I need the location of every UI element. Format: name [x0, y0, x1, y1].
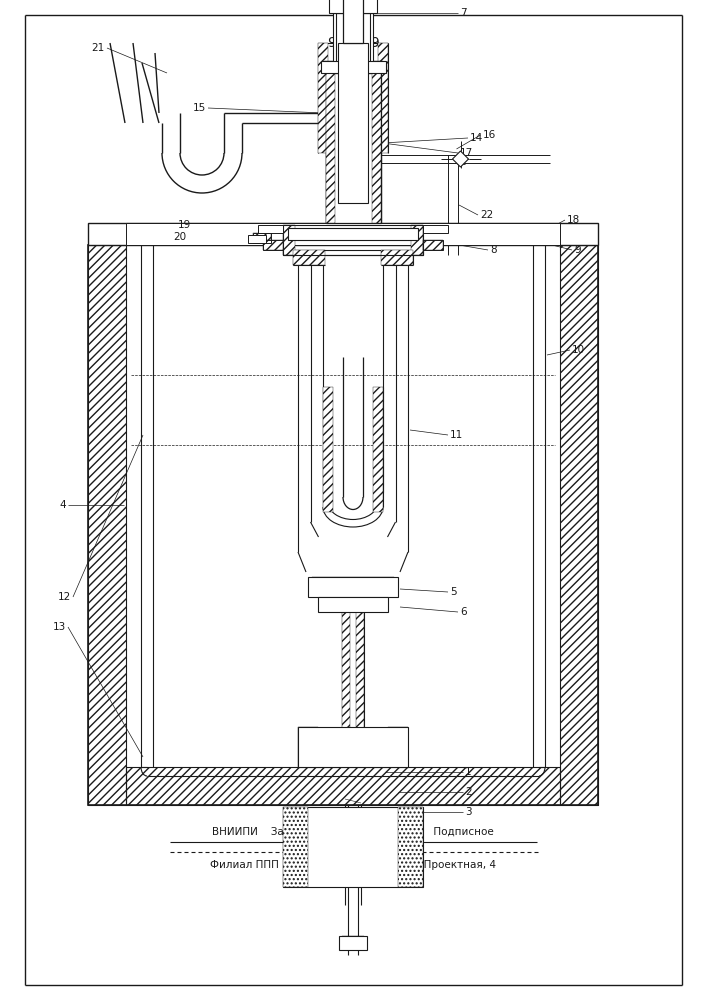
Text: 10: 10 — [572, 345, 585, 355]
Bar — [333, 13, 373, 63]
Text: 21: 21 — [92, 43, 105, 53]
Bar — [318, 597, 388, 612]
Text: 16: 16 — [482, 130, 496, 140]
Bar — [263, 240, 283, 250]
Bar — [293, 250, 325, 265]
Text: 14: 14 — [470, 133, 484, 143]
Bar — [88, 245, 126, 805]
Bar — [356, 597, 364, 767]
Bar — [560, 245, 598, 805]
Bar — [283, 225, 423, 255]
Text: 5: 5 — [450, 587, 457, 597]
Bar — [371, 73, 380, 223]
Bar — [253, 233, 271, 243]
Bar — [288, 228, 418, 240]
Bar — [88, 223, 598, 245]
Text: 11: 11 — [450, 430, 463, 440]
Bar — [324, 61, 382, 73]
Bar — [126, 223, 560, 245]
Bar — [423, 240, 443, 250]
Bar — [283, 225, 295, 255]
Text: 15: 15 — [193, 103, 206, 113]
Text: 19: 19 — [177, 220, 191, 230]
Text: 13: 13 — [53, 622, 66, 632]
Bar — [332, 0, 374, 13]
Bar — [292, 228, 414, 240]
Bar — [329, 0, 377, 13]
Bar — [398, 807, 423, 887]
Bar — [88, 245, 598, 805]
Bar — [126, 767, 560, 805]
Text: 6: 6 — [460, 607, 467, 617]
Bar — [325, 73, 380, 223]
Text: 12: 12 — [58, 592, 71, 602]
Bar — [381, 250, 413, 265]
Bar — [325, 73, 334, 223]
Bar — [88, 245, 126, 805]
Text: 8: 8 — [490, 245, 496, 255]
Bar — [253, 233, 271, 243]
Text: Филиал ППП "Патент", г. Ужгород, ул. Проектная, 4: Филиал ППП "Патент", г. Ужгород, ул. Про… — [210, 860, 496, 870]
Bar — [258, 225, 283, 233]
Bar — [283, 807, 423, 887]
Bar — [411, 225, 423, 255]
Bar — [308, 577, 398, 597]
Bar — [423, 240, 443, 250]
Text: 9: 9 — [574, 245, 580, 255]
Bar — [298, 727, 318, 767]
Bar — [373, 387, 383, 512]
Bar — [320, 61, 385, 73]
Text: 7: 7 — [460, 8, 467, 18]
Text: 20: 20 — [173, 232, 186, 242]
Bar — [341, 43, 365, 203]
Bar — [323, 387, 333, 512]
Bar — [342, 936, 364, 950]
Text: 4: 4 — [59, 500, 66, 510]
Text: ВНИИПИ    Заказ 3453/52    Тираж 883    Подписное: ВНИИПИ Заказ 3453/52 Тираж 883 Подписное — [212, 827, 494, 837]
Bar — [298, 727, 408, 767]
Bar — [318, 43, 328, 153]
Polygon shape — [452, 151, 469, 167]
Text: 1: 1 — [465, 767, 472, 777]
Bar — [263, 240, 283, 250]
Text: 22: 22 — [480, 210, 493, 220]
Bar — [322, 597, 384, 612]
Bar — [423, 225, 448, 233]
Text: 930059: 930059 — [327, 36, 380, 50]
Text: 2: 2 — [465, 787, 472, 797]
Bar — [560, 245, 598, 805]
Bar — [336, 13, 370, 63]
Bar — [338, 43, 368, 203]
Bar — [283, 807, 308, 887]
Text: 3: 3 — [465, 807, 472, 817]
Text: 17: 17 — [460, 148, 473, 158]
Bar — [248, 235, 266, 243]
Bar — [126, 767, 560, 805]
Bar — [378, 43, 388, 153]
Bar — [312, 577, 394, 597]
Bar — [388, 727, 408, 767]
Bar — [336, 13, 370, 63]
Bar — [342, 597, 350, 767]
Bar — [343, 0, 363, 43]
Text: 18: 18 — [567, 215, 580, 225]
Bar — [339, 936, 367, 950]
